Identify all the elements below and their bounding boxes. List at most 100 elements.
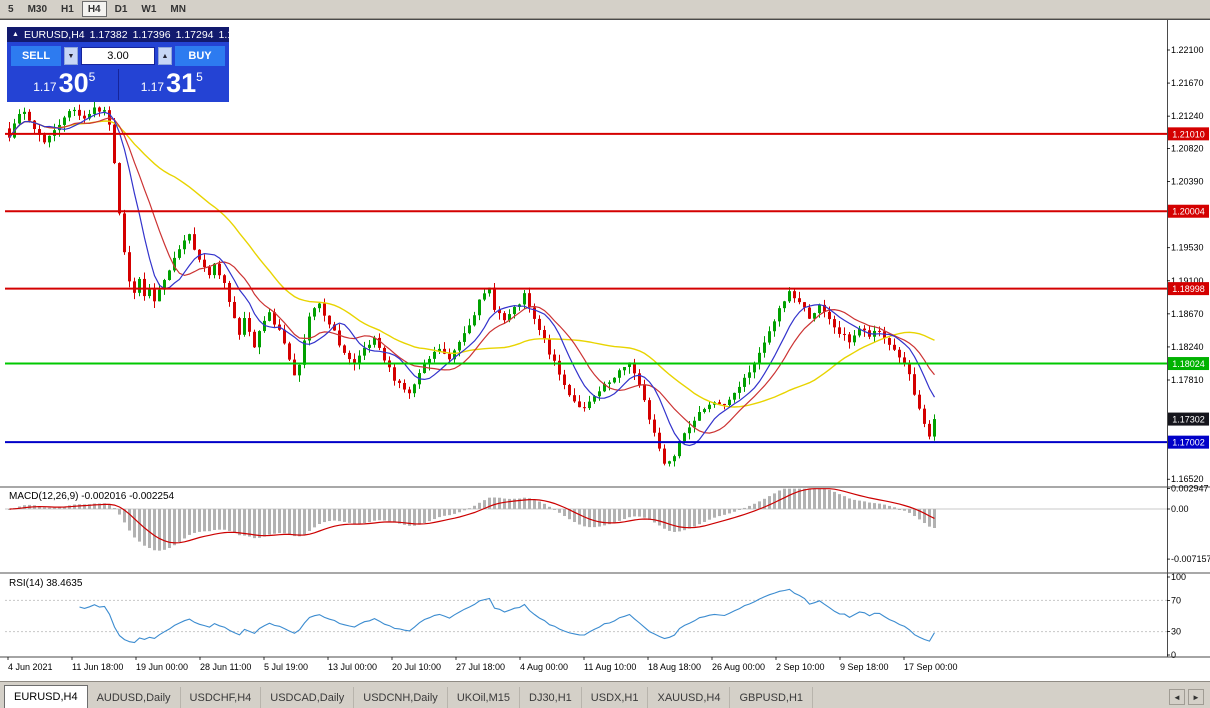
volume-decrement-button[interactable]: ▼ [64,47,78,65]
ohlc-high: 1.17396 [132,28,171,41]
chart-title-bar: ▲ EURUSD,H4 1.17382 1.17396 1.17294 1.17… [7,27,257,42]
svg-text:0: 0 [1171,650,1176,660]
buy-price-prefix: 1.17 [140,80,165,94]
svg-text:1.20820: 1.20820 [1171,143,1204,153]
svg-text:1.20004: 1.20004 [1172,207,1205,217]
sell-price-display[interactable]: 1.17 30 5 [11,69,119,100]
period-button-M30[interactable]: M30 [27,3,48,15]
svg-text:1.22100: 1.22100 [1171,45,1204,55]
svg-text:1.21240: 1.21240 [1171,111,1204,121]
svg-text:30: 30 [1171,627,1181,637]
period-button-H4[interactable]: H4 [81,1,107,17]
svg-text:5 Jul 19:00: 5 Jul 19:00 [264,662,308,672]
rsi-line [79,588,935,644]
horizontal-level-lines [5,132,1167,444]
sell-price-prefix: 1.17 [33,80,57,94]
buy-price-pipette: 5 [196,70,203,84]
ma-line-34 [8,120,935,408]
period-button-D1[interactable]: D1 [114,3,128,15]
svg-text:13 Jul 00:00: 13 Jul 00:00 [328,662,377,672]
tab-USDCAD,Daily[interactable]: USDCAD,Daily [261,687,355,708]
svg-text:0.002947: 0.002947 [1171,483,1209,493]
svg-text:20 Jul 10:00: 20 Jul 10:00 [392,662,441,672]
svg-text:-0.007157: -0.007157 [1171,554,1210,564]
svg-text:1.18670: 1.18670 [1171,309,1204,319]
svg-text:100: 100 [1171,572,1186,582]
svg-text:4 Aug 00:00: 4 Aug 00:00 [520,662,568,672]
tab-AUDUSD,Daily[interactable]: AUDUSD,Daily [88,687,181,708]
chart-tab-bar: EURUSD,H4 AUDUSD,Daily USDCHF,H4 USDCAD,Dai… [0,681,1210,708]
sell-price-main: 30 [58,68,89,98]
period-button-MN[interactable]: MN [170,3,186,15]
tab-USDCHF,H4[interactable]: USDCHF,H4 [181,687,262,708]
buy-price-main: 31 [166,68,197,98]
svg-text:28 Jun 11:00: 28 Jun 11:00 [200,662,251,672]
svg-text:19 Jun 00:00: 19 Jun 00:00 [136,662,188,672]
svg-text:1.21670: 1.21670 [1171,78,1204,88]
tab-UKOil,M15[interactable]: UKOil,M15 [448,687,520,708]
period-button-5[interactable]: 5 [8,3,14,15]
tab-DJ30,H1[interactable]: DJ30,H1 [520,687,582,708]
period-button-W1[interactable]: W1 [141,3,157,15]
svg-text:18 Aug 18:00: 18 Aug 18:00 [648,662,701,672]
price-badge-1.18024 [1168,357,1209,371]
svg-text:1.18024: 1.18024 [1172,359,1205,369]
svg-text:1.16520: 1.16520 [1171,474,1204,484]
tab-GBPUSD,H1[interactable]: GBPUSD,H1 [730,687,814,708]
tab-XAUUSD,H4[interactable]: XAUUSD,H4 [648,687,731,708]
pane-splitter-macd[interactable] [0,486,1210,488]
rsi-scale: 100 70 30 0 [1167,572,1186,660]
svg-text:2 Sep 10:00: 2 Sep 10:00 [776,662,825,672]
svg-text:1.20390: 1.20390 [1171,177,1204,187]
price-badge-1.21010 [1168,127,1209,141]
chart-symbol-label: EURUSD,H4 [23,28,85,41]
svg-text:1.19530: 1.19530 [1171,243,1204,253]
svg-text:1.18240: 1.18240 [1171,342,1204,352]
svg-text:0.00: 0.00 [1171,504,1189,514]
one-click-trading-panel: SELL ▼ ▲ BUY 1.17 30 5 1.17 31 5 [7,42,229,102]
svg-text:1.21010: 1.21010 [1172,129,1205,139]
tab-scroll-buttons: ◄ ► [1169,689,1207,708]
macd-histogram [8,488,936,551]
candlestick-series [8,101,936,467]
svg-text:1.17002: 1.17002 [1172,438,1205,448]
price-badge-1.20004 [1168,204,1209,218]
price-badges: 1.21010 1.20004 1.18998 1.18024 1.17302 1.170… [1168,127,1209,449]
tab-USDX,H1[interactable]: USDX,H1 [582,687,649,708]
buy-button[interactable]: BUY [175,46,225,66]
price-badge-1.17002 [1168,435,1209,449]
collapse-panel-icon[interactable]: ▲ [12,31,19,38]
price-chart[interactable]: 1.22100 1.21670 1.21240 1.20820 1.20390 1.195… [0,19,1210,681]
svg-text:27 Jul 18:00: 27 Jul 18:00 [456,662,505,672]
tab-EURUSD,H4[interactable]: EURUSD,H4 [4,685,88,708]
svg-text:1.18998: 1.18998 [1172,284,1205,294]
price-scale: 1.22100 1.21670 1.21240 1.20820 1.20390 1.195… [1167,45,1204,484]
svg-text:11 Aug 10:00: 11 Aug 10:00 [584,662,636,672]
volume-input[interactable] [81,47,155,65]
tab-USDCNH,Daily[interactable]: USDCNH,Daily [354,687,448,708]
volume-increment-button[interactable]: ▲ [158,47,172,65]
svg-text:9 Sep 18:00: 9 Sep 18:00 [840,662,889,672]
timeframe-toolbar: 5 M30 H1 H4 D1 W1 MN [0,0,1210,19]
time-axis: 4 Jun 2021 11 Jun 18:00 19 Jun 00:00 28 Jun… [7,657,958,672]
tab-scroll-left-icon[interactable]: ◄ [1169,689,1185,705]
ohlc-low: 1.17294 [175,28,214,41]
svg-text:70: 70 [1171,595,1181,605]
sell-button[interactable]: SELL [11,46,61,66]
svg-text:1.17810: 1.17810 [1171,375,1204,385]
ma-line-13 [9,117,935,434]
pane-splitter-rsi[interactable] [0,572,1210,574]
macd-signal-line [9,488,935,544]
svg-text:1.17302: 1.17302 [1172,415,1205,425]
price-badge-1.18998 [1168,282,1209,296]
sell-price-pipette: 5 [88,70,96,84]
ohlc-close: 1.17302 [218,28,257,41]
svg-text:17 Sep 00:00: 17 Sep 00:00 [904,662,958,672]
tab-scroll-right-icon[interactable]: ► [1188,689,1204,705]
macd-scale: 0.002947 0.00 -0.007157 [1167,483,1210,564]
rsi-indicator-label: RSI(14) 38.4635 [9,578,83,589]
macd-indicator-label: MACD(12,26,9) -0.002016 -0.002254 [9,491,175,502]
buy-price-display[interactable]: 1.17 31 5 [119,69,226,100]
period-button-H1[interactable]: H1 [61,3,74,15]
chart-window: 1.22100 1.21670 1.21240 1.20820 1.20390 1.195… [0,19,1210,681]
